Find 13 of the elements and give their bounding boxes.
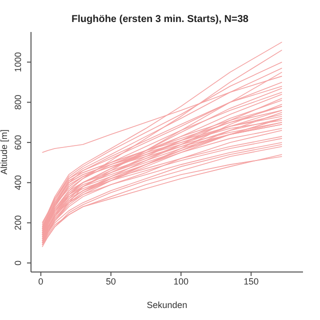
x-axis-title: Sekunden — [146, 300, 188, 310]
y-tick-label: 400 — [13, 175, 23, 190]
chart-title: Flughöhe (ersten 3 min. Starts), N=38 — [70, 14, 250, 25]
y-tick-label: 800 — [13, 94, 23, 110]
y-tick-label: 200 — [13, 215, 23, 230]
y-tick-label: 600 — [13, 134, 23, 150]
y-tick-label: 1000 — [13, 52, 23, 72]
x-tick-label: 100 — [174, 276, 189, 286]
x-tick-label: 50 — [106, 276, 116, 286]
y-tick-label: 0 — [13, 260, 23, 266]
x-tick-label: 0 — [38, 276, 44, 286]
y-axis-title: Altitude [m] — [0, 129, 10, 175]
x-tick-label: 150 — [244, 276, 259, 286]
